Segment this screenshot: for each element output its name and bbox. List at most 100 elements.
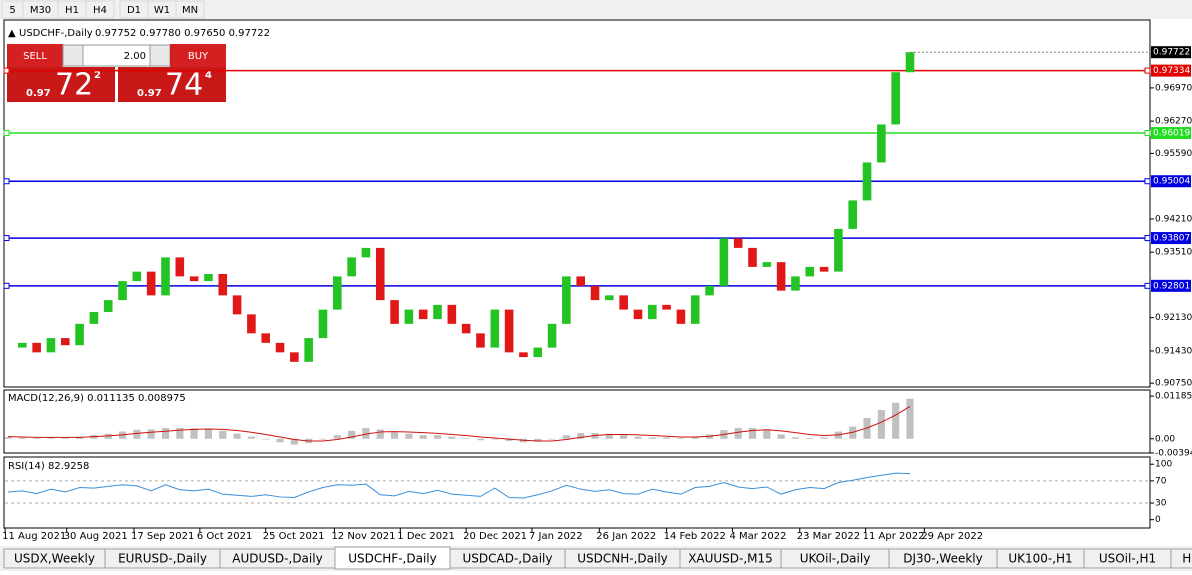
buy-price-small: 4 [205, 70, 212, 81]
macd-bar [748, 427, 757, 439]
macd-bar [433, 435, 442, 439]
candle [748, 247, 757, 267]
macd-bar [648, 437, 656, 439]
candle [891, 72, 900, 125]
toolbar [0, 0, 1192, 19]
candle [218, 274, 228, 296]
buy-price-box[interactable] [118, 67, 226, 102]
sell-label: SELL [23, 51, 47, 62]
y-tick-label: 0.96270 [1155, 117, 1192, 127]
macd-bar [233, 433, 241, 439]
sell-price-main: 72 [55, 68, 93, 103]
date-label: 26 Jan 2022 [596, 531, 656, 542]
date-label: 29 Apr 2022 [921, 531, 983, 542]
buy-price-big: 0.97 [137, 88, 162, 99]
y-tick-label: 70 [1155, 476, 1167, 486]
y-tick-label: 0.94210 [1155, 214, 1192, 224]
date-label: 11 Aug 2021 [2, 531, 66, 542]
candle [647, 304, 657, 320]
sell-button[interactable] [7, 44, 63, 67]
macd-bar [806, 438, 814, 439]
candle [461, 323, 471, 334]
candle [447, 304, 457, 324]
chart-tab-label: EURUSD-,Daily [118, 552, 207, 566]
macd-bar [763, 430, 771, 439]
sell-price-big: 0.97 [26, 88, 51, 99]
chart-tab-label: USDCNH-,Daily [577, 552, 668, 566]
candle [75, 323, 84, 346]
level-handle [1144, 282, 1151, 289]
candle [533, 347, 543, 358]
date-label: 1 Dec 2021 [397, 531, 455, 542]
timeframe-button[interactable] [85, 0, 115, 19]
candle [404, 309, 414, 324]
date-label: 23 Mar 2022 [797, 531, 860, 542]
macd-bar [777, 434, 785, 439]
date-label: 30 Aug 2021 [64, 531, 128, 542]
sell-price-box[interactable] [7, 67, 115, 102]
lot-down[interactable] [62, 44, 84, 67]
chart-tab-label: DJ30-,Weekly [903, 552, 983, 566]
header-arrow: ▲ [8, 28, 16, 39]
candle [905, 52, 915, 73]
level-label: 0.96019 [1153, 129, 1190, 139]
candle [60, 338, 70, 346]
candle [89, 311, 99, 324]
candle [834, 228, 843, 272]
candle [318, 309, 328, 339]
rsi-panel [3, 456, 1151, 529]
candle [118, 281, 127, 301]
candle [275, 342, 285, 353]
macd-bar [534, 438, 542, 442]
candle [361, 247, 371, 258]
macd-title: MACD(12,26,9) 0.011135 0.008975 [8, 393, 186, 404]
lot-up[interactable] [149, 44, 171, 67]
macd-bar [605, 433, 613, 439]
date-label: 17 Sep 2021 [131, 531, 194, 542]
trade-panel: SELL 2.00 BUY 0.97 72 2 0.97 74 4 [7, 44, 226, 103]
macd-bar [219, 430, 227, 439]
candle [418, 309, 428, 320]
candle [862, 162, 872, 201]
chart-tab[interactable] [1170, 548, 1192, 569]
candle [877, 124, 886, 163]
macd-bar [176, 427, 184, 439]
timeframe-label: MN [182, 5, 198, 16]
y-tick-label: 0.011853 [1155, 392, 1192, 402]
candle [175, 257, 185, 277]
candle [705, 285, 714, 296]
macd-bar [620, 435, 628, 439]
level-handle [1144, 235, 1151, 242]
date-label: 11 Apr 2022 [863, 531, 925, 542]
macd-bar [820, 437, 828, 439]
y-tick-label: 0.90750 [1155, 379, 1192, 389]
candle [161, 257, 170, 296]
macd-bar [390, 432, 399, 439]
candle [18, 342, 27, 348]
ohlc: 0.97752 0.97780 0.97650 0.97722 [95, 28, 270, 39]
macd-bar [4, 436, 12, 439]
y-tick-label: 0.96970 [1155, 83, 1192, 93]
chart-tab-label: HK50- [1182, 552, 1192, 566]
timeframe-label: H1 [65, 5, 79, 16]
last-price-box [1151, 46, 1191, 59]
candle [333, 276, 342, 310]
level-label: 0.95004 [1153, 177, 1190, 187]
level-label: 0.97334 [1153, 66, 1190, 76]
date-label: 7 Jan 2022 [529, 531, 583, 542]
candle [504, 309, 514, 353]
candle [290, 352, 299, 362]
macd-bar [33, 438, 41, 439]
level-box [1151, 175, 1191, 188]
candle [261, 333, 271, 343]
macd-bar [476, 438, 485, 441]
timeframe-label: H4 [93, 5, 107, 16]
y-tick-label: 0 [1155, 515, 1161, 525]
macd-bar [147, 429, 155, 439]
buy-button[interactable] [170, 44, 226, 67]
timeframe-label: M30 [30, 5, 51, 16]
candle [762, 262, 772, 267]
timeframe-button[interactable] [175, 0, 205, 19]
candle [433, 304, 442, 320]
level-label: 0.92801 [1153, 281, 1190, 291]
